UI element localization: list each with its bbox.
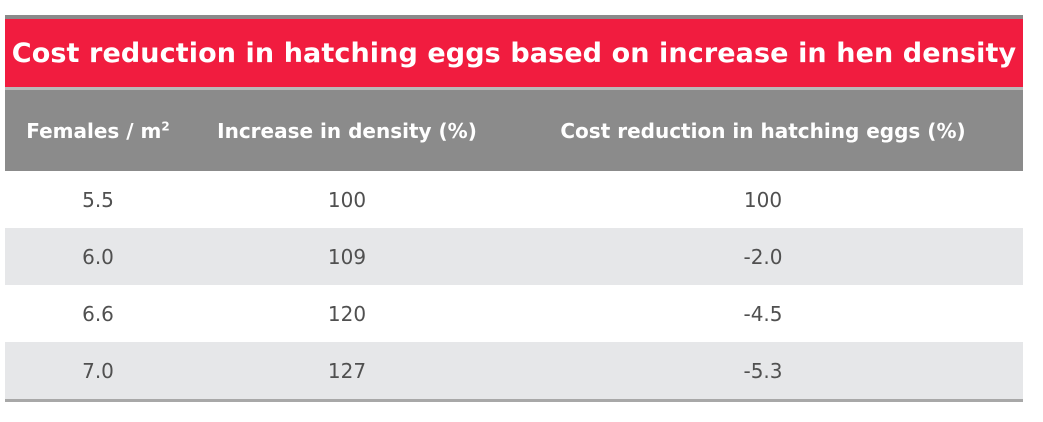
- table-row: 7.0 127 -5.3: [5, 342, 1023, 399]
- cell-cost-reduction: 100: [743, 187, 783, 212]
- cell-increase: 100: [327, 187, 367, 212]
- header-females-label: Females / m: [26, 118, 162, 143]
- data-table: Cost reduction in hatching eggs based on…: [5, 15, 1023, 402]
- table-bottom-rule: [5, 399, 1023, 402]
- cell-increase: 127: [327, 358, 367, 383]
- cell-females: 6.0: [82, 244, 114, 269]
- header-females-per-m2: Females / m2: [5, 119, 191, 143]
- header-cost-reduction: Cost reduction in hatching eggs (%): [560, 118, 966, 143]
- table-header-row: Females / m2 Increase in density (%) Cos…: [5, 87, 1023, 171]
- cell-increase: 109: [327, 244, 367, 269]
- cell-cost-reduction: -4.5: [743, 301, 783, 326]
- cell-increase: 120: [327, 301, 367, 326]
- table-row: 5.5 100 100: [5, 171, 1023, 228]
- cell-cost-reduction: -5.3: [743, 358, 783, 383]
- header-increase-in-density: Increase in density (%): [217, 118, 477, 143]
- cell-cost-reduction: -2.0: [743, 244, 783, 269]
- table-row: 6.0 109 -2.0: [5, 228, 1023, 285]
- cell-females: 5.5: [82, 187, 114, 212]
- cell-females: 6.6: [82, 301, 114, 326]
- header-females-superscript: 2: [161, 118, 170, 133]
- cell-females: 7.0: [82, 358, 114, 383]
- table-title: Cost reduction in hatching eggs based on…: [5, 15, 1023, 87]
- table-row: 6.6 120 -4.5: [5, 285, 1023, 342]
